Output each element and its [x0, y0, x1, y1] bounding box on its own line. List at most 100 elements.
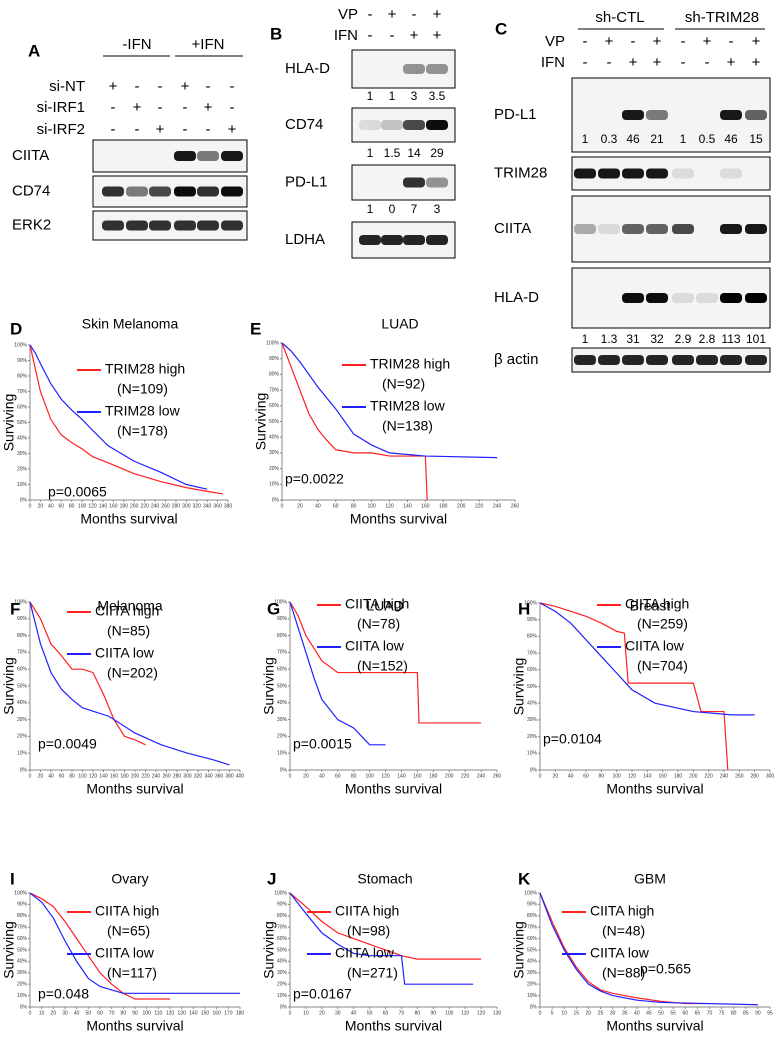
survival-curve	[29, 601, 230, 766]
y-tick-label: 90%	[269, 356, 280, 362]
condition-sign: -	[183, 99, 188, 116]
p-value: p=0.0104	[543, 731, 602, 747]
y-axis-label: Surviving	[1, 921, 17, 979]
x-tick-label: 220	[140, 503, 149, 509]
y-tick-label: 60%	[277, 936, 288, 942]
x-tick-label: 80	[351, 773, 357, 779]
x-tick-label: 20	[38, 773, 44, 779]
x-tick-label: 80	[415, 1010, 421, 1016]
quant-label: 14	[407, 146, 421, 160]
x-tick-label: 10	[39, 1010, 45, 1016]
y-tick-label: 30%	[277, 970, 288, 976]
group-label: sh-TRIM28	[685, 9, 759, 26]
y-tick-label: 10%	[277, 993, 288, 999]
y-tick-label: 100%	[274, 599, 287, 605]
band	[598, 355, 620, 365]
x-tick-label: 220	[141, 773, 150, 779]
x-tick-label: 60	[682, 1010, 688, 1016]
y-tick-label: 70%	[527, 925, 538, 931]
y-tick-label: 0%	[20, 1004, 28, 1010]
condition-sign: +	[752, 54, 761, 71]
x-tick-label: 20	[297, 503, 303, 509]
x-tick-label: 120	[477, 1010, 486, 1016]
legend-n: (N=178)	[117, 423, 168, 439]
group-label: -IFN	[122, 36, 151, 53]
quant-label: 0.5	[699, 132, 716, 146]
x-axis-label: Months survival	[350, 511, 447, 527]
x-tick-label: 300	[183, 773, 192, 779]
x-tick-label: 40	[48, 773, 54, 779]
legend-label: CIITA low	[590, 945, 650, 961]
x-tick-label: 0	[29, 1010, 32, 1016]
y-tick-label: 100%	[266, 340, 279, 346]
y-tick-label: 80%	[17, 633, 28, 639]
panel-letter: A	[28, 41, 40, 60]
condition-sign: -	[729, 33, 734, 50]
y-axis-label: Surviving	[261, 921, 277, 979]
y-tick-label: 70%	[527, 650, 538, 656]
band	[403, 177, 425, 188]
x-tick-label: 220	[704, 773, 713, 779]
band	[646, 355, 668, 365]
band	[745, 355, 767, 365]
x-tick-label: 340	[204, 773, 213, 779]
band	[381, 235, 403, 245]
x-tick-label: 180	[439, 503, 448, 509]
x-tick-label: 160	[413, 773, 422, 779]
quant-label: 2.8	[699, 332, 716, 346]
x-tick-label: 320	[193, 503, 202, 509]
band	[574, 168, 596, 179]
y-tick-label: 100%	[14, 890, 27, 896]
x-tick-label: 60	[333, 503, 339, 509]
x-tick-label: 60	[335, 773, 341, 779]
condition-sign: +	[727, 54, 736, 71]
band	[745, 293, 767, 303]
x-tick-label: 100	[367, 503, 376, 509]
chart-title: LUAD	[366, 598, 403, 614]
x-tick-label: 120	[89, 773, 98, 779]
y-tick-label: 10%	[269, 482, 280, 488]
y-tick-label: 60%	[527, 936, 538, 942]
condition-sign: +	[133, 99, 142, 116]
condition-sign: +	[605, 33, 614, 50]
condition-sign: -	[158, 78, 163, 95]
y-tick-label: 70%	[17, 925, 28, 931]
x-tick-label: 60	[97, 1010, 103, 1016]
x-tick-label: 0	[29, 773, 32, 779]
band	[646, 168, 668, 179]
x-tick-label: 15	[574, 1010, 580, 1016]
x-tick-label: 0	[289, 773, 292, 779]
x-tick-label: 180	[120, 773, 129, 779]
chart-title: Skin Melanoma	[82, 316, 179, 332]
legend-label: CIITA low	[335, 945, 395, 961]
x-tick-label: 160	[110, 773, 119, 779]
x-tick-label: 80	[121, 1010, 127, 1016]
panel-letter: F	[10, 599, 20, 618]
x-tick-label: 260	[735, 773, 744, 779]
survival-curve	[539, 892, 758, 1006]
band	[672, 224, 694, 234]
condition-sign: +	[629, 54, 638, 71]
y-tick-label: 10%	[17, 993, 28, 999]
y-tick-label: 20%	[527, 982, 538, 988]
x-tick-label: 280	[750, 773, 759, 779]
y-axis-label: Surviving	[1, 394, 17, 452]
legend-n: (N=92)	[382, 376, 425, 392]
x-axis-label: Months survival	[345, 781, 442, 797]
y-tick-label: 0%	[20, 497, 28, 503]
y-tick-label: 100%	[524, 890, 537, 896]
band	[221, 151, 243, 161]
quant-label: 15	[749, 132, 763, 146]
condition-sign: +	[410, 27, 419, 44]
x-tick-label: 40	[634, 1010, 640, 1016]
band	[646, 110, 668, 120]
x-tick-label: 60	[583, 773, 589, 779]
x-tick-label: 300	[182, 503, 191, 509]
band	[359, 235, 381, 245]
p-value: p=0.0167	[293, 986, 352, 1002]
x-tick-label: 260	[162, 773, 171, 779]
band	[221, 186, 243, 197]
y-tick-label: 30%	[527, 717, 538, 723]
x-tick-label: 260	[161, 503, 170, 509]
